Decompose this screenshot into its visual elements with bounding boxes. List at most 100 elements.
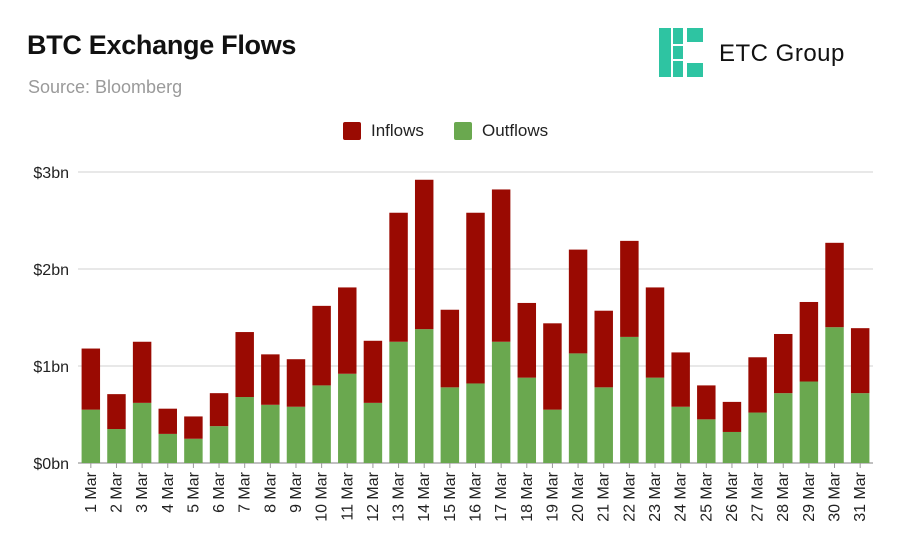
bar-outflows (414, 329, 434, 463)
legend-item-outflows: Outflows (454, 120, 548, 142)
bar-outflows (491, 341, 511, 463)
bar-inflows (209, 393, 229, 427)
bar-outflows (184, 438, 203, 463)
bar-outflows (774, 393, 793, 463)
x-tick-label: 25 Mar (698, 471, 715, 521)
x-tick-label: 6 Mar (211, 471, 228, 513)
bar-inflows (517, 302, 537, 378)
bar-inflows (107, 394, 126, 430)
x-tick-label: 19 Mar (544, 471, 561, 521)
bar-inflows (722, 401, 742, 432)
x-tick-label: 17 Mar (493, 471, 510, 521)
chart-legend: Inflows Outflows (0, 120, 900, 144)
x-tick-label: 31 Mar (852, 471, 869, 521)
bar-outflows (517, 377, 537, 463)
bar-inflows (748, 357, 767, 413)
y-tick-label: $1bn (33, 359, 69, 376)
bar-outflows (209, 426, 229, 463)
bar-inflows (286, 359, 306, 407)
bar-outflows (850, 393, 870, 463)
x-tick-label: 30 Mar (827, 471, 844, 521)
etc-logo-icon (659, 28, 703, 77)
bar-inflows (850, 328, 870, 394)
bar-outflows (107, 429, 126, 463)
y-tick-label: $0bn (33, 456, 69, 473)
x-tick-label: 9 Mar (288, 471, 305, 513)
x-tick-label: 26 Mar (724, 471, 741, 521)
x-tick-label: 12 Mar (365, 471, 382, 521)
x-axis: 1 Mar 2 Mar 3 Mar 4 Mar 5 Mar 6 Mar 7 Mar 8 Mar… (83, 463, 869, 522)
x-tick-label: 2 Mar (108, 471, 125, 513)
bar-outflows (722, 431, 742, 463)
legend-item-inflows: Inflows (343, 120, 424, 142)
x-tick-label: 4 Mar (160, 471, 177, 513)
bar-inflows (620, 240, 639, 337)
legend-label-outflows: Outflows (482, 121, 549, 140)
bar-inflows (389, 212, 408, 342)
x-tick-label: 14 Mar (416, 471, 433, 521)
x-tick-label: 3 Mar (134, 471, 151, 513)
bar-inflows (774, 333, 793, 394)
bar-inflows (543, 323, 562, 410)
bar-outflows (81, 409, 101, 463)
bar-outflows (671, 406, 690, 463)
x-tick-label: 13 Mar (391, 471, 408, 521)
bar-inflows (799, 301, 819, 382)
bar-outflows (799, 381, 819, 463)
bar-outflows (158, 433, 177, 463)
bar-inflows (825, 242, 844, 328)
y-axis: $0bn $1bn $2bn $3bn (33, 165, 69, 473)
bar-inflows (568, 249, 588, 354)
x-tick-label: 8 Mar (262, 471, 279, 513)
bar-inflows (235, 332, 254, 398)
bar-inflows (671, 352, 690, 407)
bar-outflows (543, 409, 562, 463)
bar-outflows (568, 353, 588, 463)
brand-logo: ETC Group (657, 25, 872, 80)
bar-inflows (363, 340, 383, 403)
legend-label-inflows: Inflows (371, 121, 424, 140)
bars (81, 179, 870, 463)
bar-outflows (389, 341, 408, 463)
bar-inflows (440, 309, 460, 388)
bar-outflows (825, 327, 844, 463)
bar-inflows (312, 305, 331, 386)
bar-outflows (338, 373, 357, 463)
x-tick-label: 22 Mar (621, 471, 638, 521)
x-tick-label: 11 Mar (339, 471, 356, 520)
bar-inflows (594, 310, 613, 388)
bar-inflows (81, 348, 101, 410)
bar-outflows (261, 404, 280, 463)
x-tick-label: 7 Mar (237, 471, 254, 513)
bar-outflows (748, 412, 767, 463)
bar-outflows (132, 402, 152, 463)
y-tick-label: $3bn (33, 165, 69, 182)
x-tick-label: 1 Mar (83, 471, 100, 513)
bar-inflows (261, 354, 280, 405)
x-tick-label: 29 Mar (801, 471, 818, 521)
chart-title: BTC Exchange Flows (27, 30, 297, 60)
x-tick-label: 28 Mar (775, 471, 792, 521)
bar-outflows (363, 402, 383, 463)
bar-inflows (184, 416, 203, 439)
bar-inflows (132, 341, 152, 403)
chart-source: Source: Bloomberg (28, 77, 183, 97)
x-tick-label: 27 Mar (750, 471, 767, 521)
bar-outflows (620, 336, 639, 463)
x-tick-label: 23 Mar (647, 471, 664, 521)
bar-outflows (312, 385, 331, 463)
x-tick-label: 20 Mar (570, 471, 587, 521)
bar-outflows (440, 387, 460, 463)
bar-inflows (491, 189, 511, 342)
bar-outflows (594, 387, 613, 463)
legend-swatch-outflows (454, 122, 472, 140)
bar-inflows (645, 287, 665, 378)
bar-inflows (414, 179, 434, 330)
x-tick-label: 21 Mar (596, 471, 613, 521)
bar-outflows (466, 383, 485, 463)
x-tick-label: 10 Mar (314, 471, 331, 521)
legend-swatch-inflows (343, 122, 361, 140)
x-tick-label: 24 Mar (673, 471, 690, 521)
bar-inflows (697, 385, 716, 420)
